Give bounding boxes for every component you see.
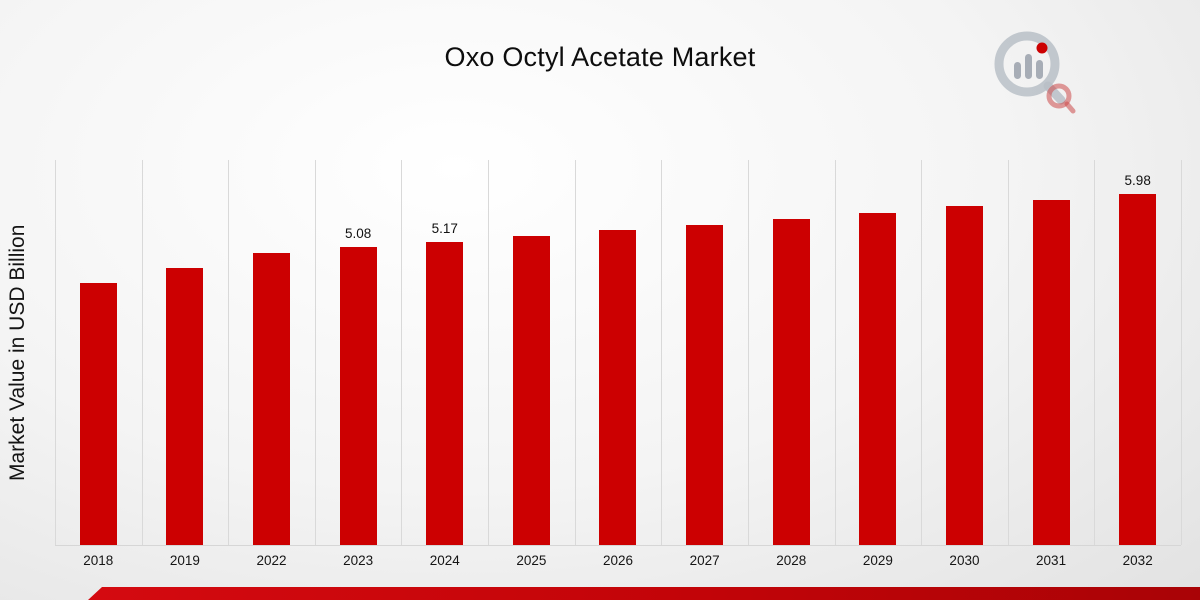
x-tick-label: 2019: [169, 553, 200, 568]
small-red-magnifier-icon: [1046, 83, 1072, 109]
x-tick-label: 2024: [429, 553, 460, 568]
bar-2018: [80, 283, 117, 545]
chart-title: Oxo Octyl Acetate Market: [444, 42, 756, 72]
y-axis-label: Market Value in USD Billion: [6, 224, 29, 481]
x-tick-label: 2022: [256, 553, 287, 568]
gridline: [748, 160, 749, 545]
bar-2025: [513, 236, 550, 545]
bar-2028: [773, 219, 810, 545]
bar-2023: [340, 247, 377, 545]
x-tick-label: 2032: [1122, 553, 1153, 568]
brand-logo: [994, 31, 1076, 114]
gridline: [401, 160, 402, 545]
gridline: [1181, 160, 1182, 545]
gridline: [661, 160, 662, 545]
x-tick-label: 2028: [776, 553, 807, 568]
bar-value-label: 5.17: [431, 221, 458, 236]
bar-2027: [686, 225, 723, 545]
bar-2031: [1033, 200, 1070, 545]
gridline: [1094, 160, 1095, 545]
logo-bar-icon: [1014, 62, 1021, 79]
plot-area: 2018 2019 2022 5.08 2023 5.17 2024 2025 2026 2027…: [55, 160, 1182, 568]
gridline: [142, 160, 143, 545]
gridline: [921, 160, 922, 545]
bar-2024: [426, 242, 463, 545]
gridline: [835, 160, 836, 545]
x-tick-label: 2026: [602, 553, 634, 568]
gridline: [228, 160, 229, 545]
bar-value-label: 5.08: [345, 226, 372, 241]
x-tick-label: 2025: [516, 553, 547, 568]
x-tick-label: 2018: [83, 553, 114, 568]
small-red-magnifier-handle-icon: [1064, 101, 1076, 114]
x-tick-label: 2027: [689, 553, 720, 568]
bar-value-label: 5.98: [1124, 173, 1151, 188]
x-tick-label: 2029: [862, 553, 893, 568]
gridline: [315, 160, 316, 545]
logo-red-dot-icon: [1036, 42, 1048, 54]
logo-bar-icon: [1036, 60, 1043, 79]
bar-2032: [1119, 194, 1156, 545]
x-tick-label: 2023: [343, 553, 374, 568]
bar-2030: [946, 206, 983, 545]
x-tick-label: 2030: [949, 553, 980, 568]
x-tick-label: 2031: [1036, 553, 1067, 568]
bar-2022: [253, 253, 290, 545]
bar-2019: [166, 268, 203, 545]
bar-2029: [859, 213, 896, 545]
gridline: [575, 160, 576, 545]
gridline: [488, 160, 489, 545]
bar-2026: [599, 230, 636, 545]
footer-accent-strip: [88, 587, 1200, 600]
magnifier-ring-icon: [994, 31, 1060, 97]
logo-bar-icon: [1025, 54, 1032, 79]
gridline: [55, 160, 56, 545]
gridline: [1008, 160, 1009, 545]
